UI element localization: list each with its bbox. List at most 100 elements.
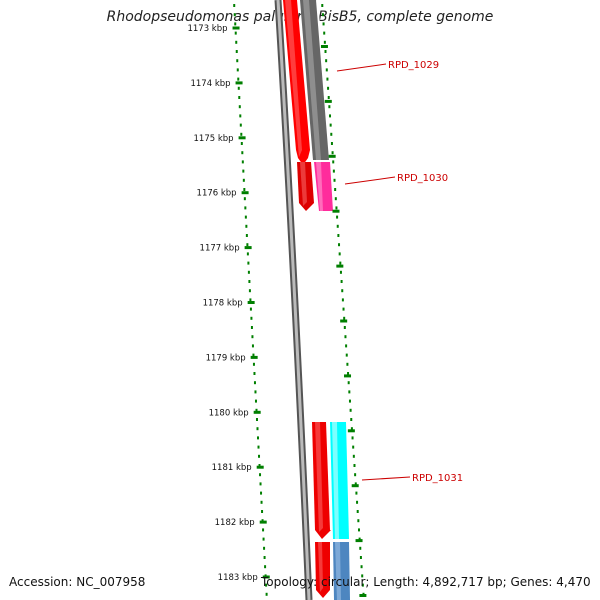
ruler-dot <box>241 160 244 164</box>
ruler-dot <box>258 454 261 458</box>
ruler-dot <box>331 151 334 155</box>
gene-label-rpd-1031[interactable]: RPD_1031 <box>412 473 463 484</box>
ruler-dot <box>346 362 349 366</box>
ruler-dot <box>337 234 340 237</box>
ruler-dot <box>361 574 364 578</box>
ruler-dot <box>333 178 336 182</box>
ruler-tick-mark <box>262 575 270 579</box>
ruler-dot <box>257 436 260 440</box>
ruler-dot <box>253 381 256 385</box>
gene-label-rpd-1029[interactable]: RPD_1029 <box>388 60 439 71</box>
ruler-dot <box>259 473 262 477</box>
gene-label-rpd-1030[interactable]: RPD_1030 <box>397 173 448 184</box>
ruler-dot <box>348 390 351 394</box>
ruler-dot <box>262 528 265 532</box>
ruler-dot <box>247 270 250 274</box>
ruler-dot <box>348 399 351 403</box>
ruler-tick-mark <box>238 136 246 140</box>
feature-rpd-1032-forward[interactable] <box>315 542 330 598</box>
ruler-dot <box>252 353 255 357</box>
feature-rpd-1032-reverse[interactable] <box>333 542 350 600</box>
ruler-tick-label: 1173 kbp <box>187 24 227 34</box>
ruler-track-right <box>320 4 367 597</box>
ruler-dot <box>237 86 240 90</box>
gene-label-group-rpd-1029[interactable]: RPD_1029 <box>336 60 439 72</box>
ruler-dot <box>250 326 253 329</box>
ruler-dot <box>258 464 261 467</box>
ruler-tick-mark <box>355 539 363 543</box>
ruler-dot <box>328 105 331 109</box>
ruler-dot <box>257 445 260 449</box>
ruler-dot <box>239 114 242 118</box>
ruler-tick-label: 1177 kbp <box>200 244 240 254</box>
ruler-dot <box>243 188 246 191</box>
ruler-dot <box>336 224 339 228</box>
ruler-dot <box>253 372 256 375</box>
ruler-dot <box>338 243 341 247</box>
ruler-dot <box>329 114 332 118</box>
gene-leader-line-rpd-1031 <box>361 476 411 481</box>
ruler-dot <box>239 123 242 127</box>
ruler-dot <box>235 50 238 53</box>
ruler-dot <box>341 298 344 302</box>
summary-text: Topology: circular; Length: 4,892,717 bp… <box>261 575 591 589</box>
ruler-tick-labels: 1173 kbp 1174 kbp 1175 kbp 1176 kbp 1177 kbp… <box>187 24 270 583</box>
ruler-dot <box>327 96 330 99</box>
ruler-dot <box>344 335 347 339</box>
ruler-dot <box>262 537 265 541</box>
ruler-tick-mark <box>347 429 355 433</box>
ruler-dot <box>244 215 247 219</box>
ruler-dot <box>343 326 346 329</box>
ruler-dot <box>350 418 353 421</box>
gene-label-group-rpd-1030[interactable]: RPD_1030 <box>344 173 448 185</box>
ruler-dot <box>360 565 363 569</box>
ruler-dot <box>339 261 342 265</box>
ruler-dot <box>240 132 243 136</box>
ruler-dot <box>345 353 348 357</box>
ruler-dot <box>323 40 326 44</box>
feature-rpd-1030-reverse[interactable] <box>314 162 333 211</box>
gene-label-group-rpd-1031[interactable]: RPD_1031 <box>361 473 463 484</box>
ruler-dot <box>254 399 257 403</box>
ruler-tick-mark <box>328 154 336 158</box>
ruler-tick-label: 1178 kbp <box>203 299 243 309</box>
ruler-dot <box>325 68 328 72</box>
ruler-dot <box>357 528 360 532</box>
ruler-dot <box>335 206 338 210</box>
feature-rpd-1031-reverse[interactable] <box>330 422 349 539</box>
ruler-dot <box>245 234 248 237</box>
ruler-tick-mark <box>340 319 348 323</box>
ruler-dot <box>255 418 258 421</box>
ruler-tick-mark <box>344 374 352 378</box>
ruler-dot <box>355 491 358 495</box>
ruler-dot <box>330 132 333 136</box>
ruler-tick-mark <box>235 81 243 85</box>
ruler-dot <box>263 546 266 550</box>
ruler-dot <box>339 270 342 274</box>
ruler-tick-mark <box>241 191 249 195</box>
ruler-dot <box>252 362 255 366</box>
ruler-dot <box>361 583 364 587</box>
ruler-tick-label: 1181 kbp <box>212 463 252 473</box>
ruler-dot <box>343 316 346 320</box>
ruler-dot <box>236 59 239 63</box>
map-title: Rhodopseudomonas palustris BisB5, comple… <box>106 9 494 25</box>
ruler-dot <box>246 252 249 256</box>
ruler-tick-label: 1174 kbp <box>190 79 230 89</box>
ruler-dot <box>334 197 337 201</box>
feature-rpd-1029-forward[interactable] <box>283 0 310 165</box>
ruler-dot <box>327 86 330 90</box>
ruler-dot <box>250 316 253 320</box>
feature-rpd-1029-reverse[interactable] <box>300 0 331 161</box>
ruler-dot <box>248 280 251 283</box>
ruler-tick-mark <box>359 594 367 597</box>
ruler-dot <box>251 335 254 339</box>
feature-rpd-1031-forward[interactable] <box>312 421 332 539</box>
ruler-tick-label: 1179 kbp <box>206 353 246 363</box>
ruler-dot <box>240 142 243 145</box>
feature-rpd-1030-forward[interactable] <box>297 162 314 211</box>
ruler-tick-mark <box>253 410 261 414</box>
ruler-dot <box>265 592 268 596</box>
ruler-tick-mark <box>320 45 328 48</box>
